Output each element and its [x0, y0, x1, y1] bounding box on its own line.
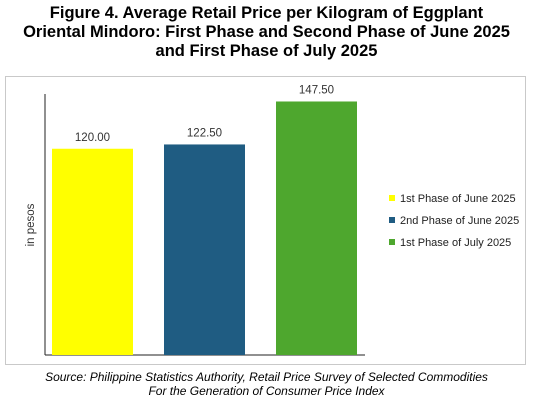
bar-value-label-1: 120.00: [75, 132, 110, 144]
legend-label-2: 2nd Phase of June 2025: [400, 215, 519, 227]
legend-label-3: 1st Phase of July 2025: [400, 237, 511, 249]
bar-value-label-2: 122.50: [187, 127, 222, 139]
source-note: Source: Philippine Statistics Authority,…: [0, 370, 533, 398]
bar-value-label-3: 147.50: [299, 84, 334, 96]
legend-swatch-1: [389, 195, 395, 201]
chart-area: [5, 76, 526, 365]
legend-swatch-2: [389, 217, 395, 223]
bar-1: [52, 148, 133, 355]
legend-swatch-3: [389, 239, 395, 245]
title-line-3: and First Phase of July 2025: [155, 42, 378, 60]
bar-3: [276, 101, 357, 355]
bar-2: [164, 144, 245, 355]
chart-title: Figure 4. Average Retail Price per Kilog…: [0, 4, 533, 61]
title-line-1: Figure 4. Average Retail Price per Kilog…: [49, 4, 484, 22]
source-line-2: For the Generation of Consumer Price Ind…: [148, 384, 385, 398]
legend-label-1: 1st Phase of June 2025: [400, 193, 516, 205]
source-line-1: Source: Philippine Statistics Authority,…: [45, 370, 488, 384]
y-axis-label: in pesos: [25, 203, 37, 246]
title-line-2: Oriental Mindoro: First Phase and Second…: [23, 23, 510, 41]
